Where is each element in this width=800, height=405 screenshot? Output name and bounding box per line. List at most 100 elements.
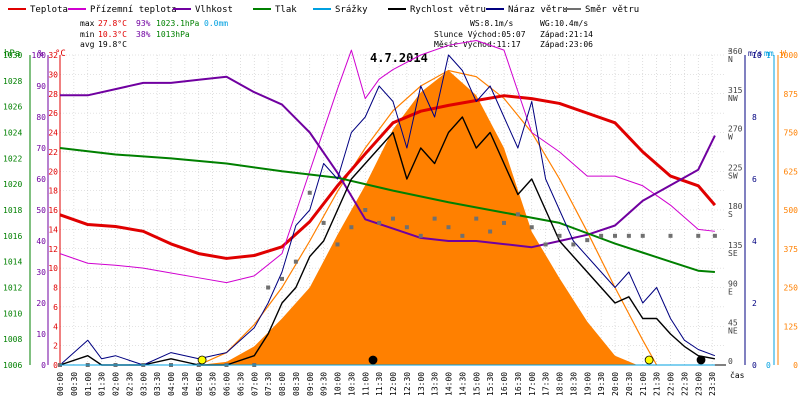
series-6-point-26 — [515, 212, 520, 217]
tick-direction-name-2: E — [728, 288, 733, 297]
stat-min-temp: 10.3°C — [98, 30, 127, 39]
info-mesic-zapad: Západ:23:06 — [540, 40, 593, 49]
tick-direction-name-1: NE — [728, 326, 738, 335]
tick-temp-12: 24 — [48, 129, 58, 138]
tick-wind-2: 4 — [752, 237, 757, 246]
series-6-point-28 — [543, 242, 548, 247]
tick-x-31: 15:30 — [486, 372, 495, 396]
series-6-point-35 — [640, 233, 645, 238]
tick-temp-9: 18 — [48, 187, 58, 196]
tick-wind-1: 2 — [752, 299, 757, 308]
tick-rain-0: 0 — [766, 361, 771, 370]
tick-humidity-0: 0 — [41, 361, 46, 370]
stat-min-hum: 38% — [136, 30, 151, 39]
stat-max-hum: 93% — [136, 19, 151, 28]
tick-rain-1: 1 — [766, 51, 771, 60]
tick-radiation-4: 500 — [784, 206, 799, 215]
series-6-point-32 — [599, 233, 604, 238]
tick-radiation-7: 875 — [784, 90, 799, 99]
tick-pressure-9: 1024 — [3, 129, 22, 138]
series-6-point-33 — [613, 233, 617, 238]
series-6-point-11 — [307, 190, 312, 195]
tick-direction-name-5: SW — [728, 171, 738, 180]
tick-direction-name-4: S — [728, 210, 733, 219]
tick-humidity-1: 10 — [36, 330, 46, 339]
tick-pressure-8: 1022 — [3, 154, 22, 163]
tick-x-23: 11:30 — [375, 372, 384, 396]
tick-x-9: 04:30 — [181, 372, 190, 396]
tick-x-36: 18:00 — [556, 372, 565, 396]
series-6-point-20 — [432, 216, 437, 221]
axis-temp-unit: °C — [55, 49, 66, 59]
tick-x-5: 02:30 — [125, 372, 134, 396]
series-6-point-22 — [460, 233, 465, 238]
tick-pressure-10: 1026 — [3, 103, 22, 112]
tick-temp-6: 12 — [48, 245, 58, 254]
tick-radiation-0: 0 — [793, 361, 798, 370]
stat-max-temp: 27.8°C — [98, 19, 127, 28]
tick-radiation-5: 625 — [784, 167, 799, 176]
tick-pressure-3: 1012 — [3, 284, 22, 293]
tick-wind-3: 6 — [752, 175, 757, 184]
axis-pressure-unit: hPa — [4, 49, 20, 59]
tick-x-17: 08:30 — [292, 372, 301, 396]
tick-x-19: 09:30 — [320, 372, 329, 396]
stat-max-label: max — [80, 19, 95, 28]
tick-pressure-0: 1006 — [3, 361, 22, 370]
tick-x-11: 05:30 — [209, 372, 218, 396]
tick-direction-name-7: NW — [728, 94, 738, 103]
marker-sunrise — [197, 355, 207, 365]
tick-x-13: 06:30 — [236, 372, 245, 396]
tick-x-33: 16:30 — [514, 372, 523, 396]
info-wg: WG:10.4m/s — [540, 19, 588, 28]
chart-title: 4.7.2014 — [370, 51, 428, 65]
tick-wind-0: 0 — [752, 361, 757, 370]
tick-wind-5: 10 — [752, 51, 762, 60]
tick-pressure-7: 1020 — [3, 180, 22, 189]
tick-x-45: 22:30 — [680, 372, 689, 396]
tick-x-16: 08:00 — [278, 372, 287, 396]
tick-x-34: 17:00 — [528, 372, 537, 396]
tick-temp-13: 26 — [48, 109, 58, 118]
tick-direction-3: 135 — [728, 241, 743, 250]
series-6-point-27 — [529, 225, 534, 230]
tick-x-20: 10:00 — [334, 372, 343, 396]
series-6-point-30 — [571, 242, 576, 247]
series-6-point-14 — [349, 225, 354, 230]
tick-temp-7: 14 — [48, 225, 58, 234]
tick-pressure-1: 1008 — [3, 335, 22, 344]
tick-pressure-12: 1030 — [3, 51, 22, 60]
tick-x-30: 15:00 — [472, 372, 481, 396]
axis-humidity-unit: % — [38, 49, 44, 59]
marker-moonrise — [368, 355, 378, 365]
legend-label-0: Teplota — [30, 5, 68, 15]
tick-x-22: 11:00 — [361, 372, 370, 396]
axis-x-label: čas — [730, 370, 745, 380]
series-6-point-29 — [557, 233, 562, 238]
series-6-point-17 — [391, 216, 395, 221]
tick-temp-14: 28 — [48, 90, 58, 99]
series-6-point-31 — [585, 238, 590, 243]
tick-temp-5: 10 — [48, 264, 58, 273]
tick-x-44: 22:00 — [667, 372, 676, 396]
series-6-point-18 — [404, 225, 409, 230]
tick-x-37: 18:30 — [569, 372, 578, 396]
tick-wind-4: 8 — [752, 113, 757, 122]
tick-radiation-8: 1000 — [779, 51, 798, 60]
tick-humidity-4: 40 — [36, 237, 46, 246]
marker-sunset — [644, 355, 654, 365]
axis-rain-unit: mm — [764, 49, 774, 58]
tick-x-15: 07:30 — [264, 372, 273, 396]
tick-direction-6: 270 — [728, 125, 743, 134]
info-ws: WS:8.1m/s — [470, 19, 514, 28]
tick-x-39: 19:30 — [597, 372, 606, 396]
series-5-line — [59, 54, 716, 366]
series-6-point-38 — [712, 233, 717, 238]
tick-x-14: 07:00 — [250, 372, 259, 396]
tick-temp-4: 8 — [53, 284, 58, 293]
stat-avg-temp: 19.8°C — [98, 40, 127, 49]
series-6-point-12 — [321, 220, 326, 225]
tick-x-0: 00:00 — [56, 372, 65, 396]
series-6-point-15 — [363, 208, 368, 212]
tick-radiation-1: 125 — [784, 322, 799, 331]
